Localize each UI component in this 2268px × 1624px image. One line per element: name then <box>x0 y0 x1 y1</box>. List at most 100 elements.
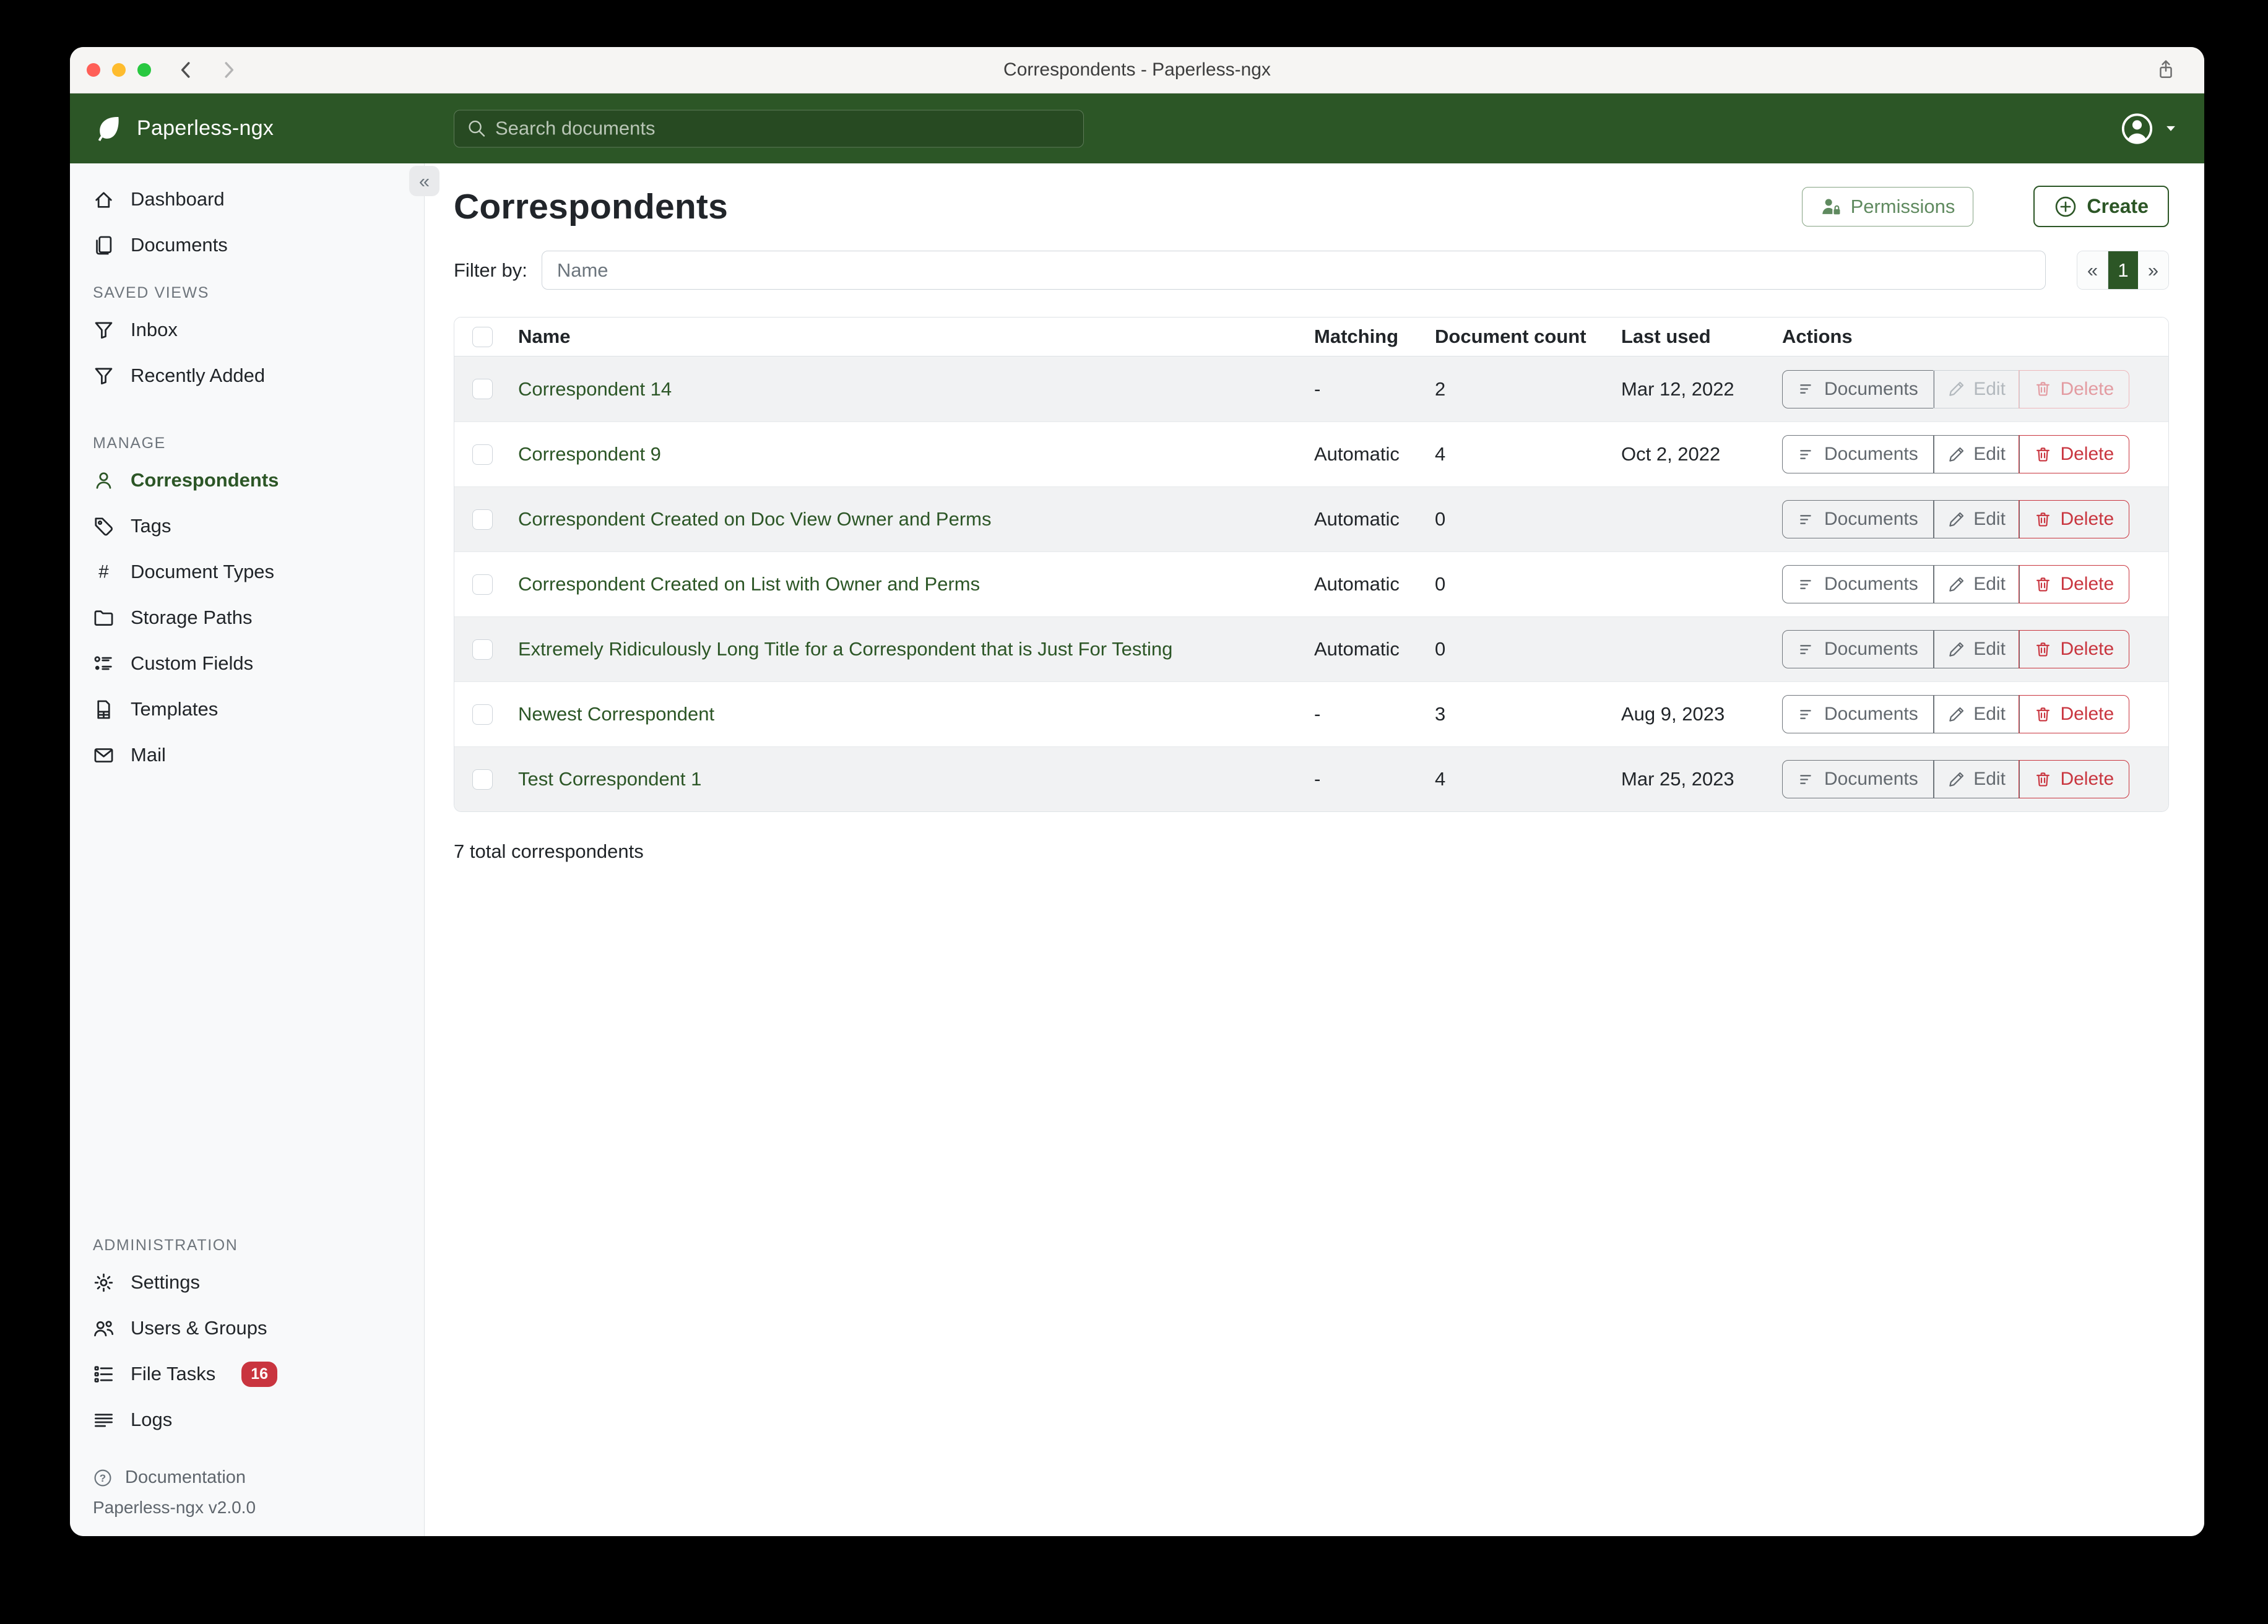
documents-button[interactable]: Documents <box>1782 630 1934 668</box>
correspondent-link[interactable]: Newest Correspondent <box>518 703 715 725</box>
edit-button[interactable]: Edit <box>1933 500 2020 538</box>
brand[interactable]: Paperless-ngx <box>93 114 274 144</box>
pagination-prev[interactable]: « <box>2077 251 2108 289</box>
user-menu[interactable] <box>2120 111 2178 145</box>
people-icon <box>93 1318 115 1339</box>
correspondent-link[interactable]: Correspondent Created on List with Owner… <box>518 573 980 595</box>
zoom-button[interactable] <box>137 63 151 77</box>
row-checkbox[interactable] <box>472 769 493 790</box>
edit-button[interactable]: Edit <box>1933 695 2020 733</box>
edit-button[interactable]: Edit <box>1933 369 2020 408</box>
window-title: Correspondents - Paperless-ngx <box>1003 59 1271 80</box>
column-header-name[interactable]: Name <box>518 326 571 347</box>
sidebar-item-tags[interactable]: Tags <box>70 503 424 549</box>
pencil-icon <box>1947 511 1965 529</box>
pagination: « 1 » <box>2077 251 2169 290</box>
sidebar-item-custom-fields[interactable]: Custom Fields <box>70 641 424 686</box>
table-row: Correspondent 14 - 2 Mar 12, 2022 Docume… <box>454 356 2168 421</box>
permissions-button[interactable]: Permissions <box>1801 186 1974 227</box>
main-content: Correspondents Permissions Create Filter… <box>425 163 2204 1536</box>
sidebar-item-users-groups[interactable]: Users & Groups <box>70 1305 424 1351</box>
sidebar-collapse-button[interactable]: « <box>409 166 439 196</box>
correspondent-link[interactable]: Correspondent 14 <box>518 378 672 400</box>
filter-left-icon <box>1798 380 1816 398</box>
delete-button[interactable]: Delete <box>2019 760 2130 798</box>
back-icon[interactable] <box>176 59 197 80</box>
document-count-cell: 4 <box>1435 768 1446 790</box>
delete-button[interactable]: Delete <box>2019 565 2130 603</box>
minimize-button[interactable] <box>112 63 126 77</box>
row-checkbox[interactable] <box>472 444 493 465</box>
delete-button[interactable]: Delete <box>2019 630 2130 668</box>
correspondent-link[interactable]: Correspondent 9 <box>518 443 661 465</box>
sidebar-item-document-types[interactable]: # Document Types <box>70 549 424 595</box>
sidebar-item-storage-paths[interactable]: Storage Paths <box>70 595 424 641</box>
edit-button[interactable]: Edit <box>1933 565 2020 603</box>
caret-down-icon <box>2163 121 2178 136</box>
correspondent-link[interactable]: Test Correspondent 1 <box>518 768 702 790</box>
person-icon <box>93 470 115 491</box>
column-header-document-count[interactable]: Document count <box>1435 326 1586 347</box>
section-administration: ADMINISTRATION <box>93 1237 238 1254</box>
documents-button[interactable]: Documents <box>1782 760 1934 798</box>
filter-name-input[interactable] <box>541 251 2046 290</box>
filter-left-icon <box>1798 576 1816 594</box>
row-checkbox[interactable] <box>472 574 493 595</box>
row-checkbox[interactable] <box>472 639 493 660</box>
pagination-page-1[interactable]: 1 <box>2108 251 2138 289</box>
column-header-last-used[interactable]: Last used <box>1621 326 1711 347</box>
sidebar-item-file-tasks[interactable]: File Tasks 16 <box>70 1351 424 1397</box>
documents-button[interactable]: Documents <box>1782 435 1934 473</box>
correspondent-link[interactable]: Correspondent Created on Doc View Owner … <box>518 508 992 530</box>
sidebar-item-logs[interactable]: Logs <box>70 1397 424 1443</box>
global-search[interactable] <box>454 110 1084 147</box>
delete-button[interactable]: Delete <box>2019 369 2130 408</box>
delete-button[interactable]: Delete <box>2019 500 2130 538</box>
close-button[interactable] <box>87 63 100 77</box>
edit-button[interactable]: Edit <box>1933 630 2020 668</box>
traffic-lights <box>87 63 151 77</box>
share-icon[interactable] <box>2155 59 2177 81</box>
table-row: Newest Correspondent - 3 Aug 9, 2023 Doc… <box>454 681 2168 746</box>
table-row: Extremely Ridiculously Long Title for a … <box>454 616 2168 681</box>
filter-left-icon <box>1798 771 1816 788</box>
forward-icon[interactable] <box>218 59 239 80</box>
svg-text:?: ? <box>100 1472 106 1484</box>
hash-icon: # <box>93 561 115 583</box>
row-checkbox[interactable] <box>472 704 493 725</box>
edit-button[interactable]: Edit <box>1933 760 2020 798</box>
documents-button[interactable]: Documents <box>1782 695 1934 733</box>
search-input[interactable] <box>495 117 1071 140</box>
document-count-cell: 4 <box>1435 443 1446 465</box>
total-count: 7 total correspondents <box>454 840 644 862</box>
column-header-matching[interactable]: Matching <box>1314 326 1399 347</box>
sidebar-item-settings[interactable]: Settings <box>70 1259 424 1305</box>
filter-by-label: Filter by: <box>454 259 527 281</box>
documents-button[interactable]: Documents <box>1782 500 1934 538</box>
edit-button[interactable]: Edit <box>1933 435 2020 473</box>
pencil-icon <box>1947 641 1965 659</box>
filter-left-icon <box>1798 706 1816 723</box>
delete-button[interactable]: Delete <box>2019 695 2130 733</box>
table-row: Correspondent 9 Automatic 4 Oct 2, 2022 … <box>454 421 2168 486</box>
row-checkbox[interactable] <box>472 379 493 399</box>
sidebar-item-recently-added[interactable]: Recently Added <box>70 353 424 399</box>
correspondent-link[interactable]: Extremely Ridiculously Long Title for a … <box>518 638 1173 660</box>
row-checkbox[interactable] <box>472 509 493 530</box>
plus-circle-icon <box>2054 195 2077 218</box>
sidebar-item-correspondents[interactable]: Correspondents <box>70 457 424 503</box>
sidebar-item-documents[interactable]: Documents <box>70 222 424 268</box>
documents-button[interactable]: Documents <box>1782 565 1934 603</box>
sidebar-item-templates[interactable]: Templates <box>70 686 424 732</box>
custom-fields-icon <box>93 653 115 675</box>
create-button[interactable]: Create <box>2033 186 2169 227</box>
pagination-next[interactable]: » <box>2138 251 2168 289</box>
files-icon <box>93 235 115 256</box>
documents-button[interactable]: Documents <box>1782 369 1934 408</box>
sidebar-item-mail[interactable]: Mail <box>70 732 424 778</box>
delete-button[interactable]: Delete <box>2019 435 2130 473</box>
sidebar-item-documentation[interactable]: ? Documentation <box>93 1467 424 1488</box>
sidebar-item-dashboard[interactable]: Dashboard <box>70 176 424 222</box>
select-all-checkbox[interactable] <box>472 326 493 347</box>
sidebar-item-inbox[interactable]: Inbox <box>70 307 424 353</box>
